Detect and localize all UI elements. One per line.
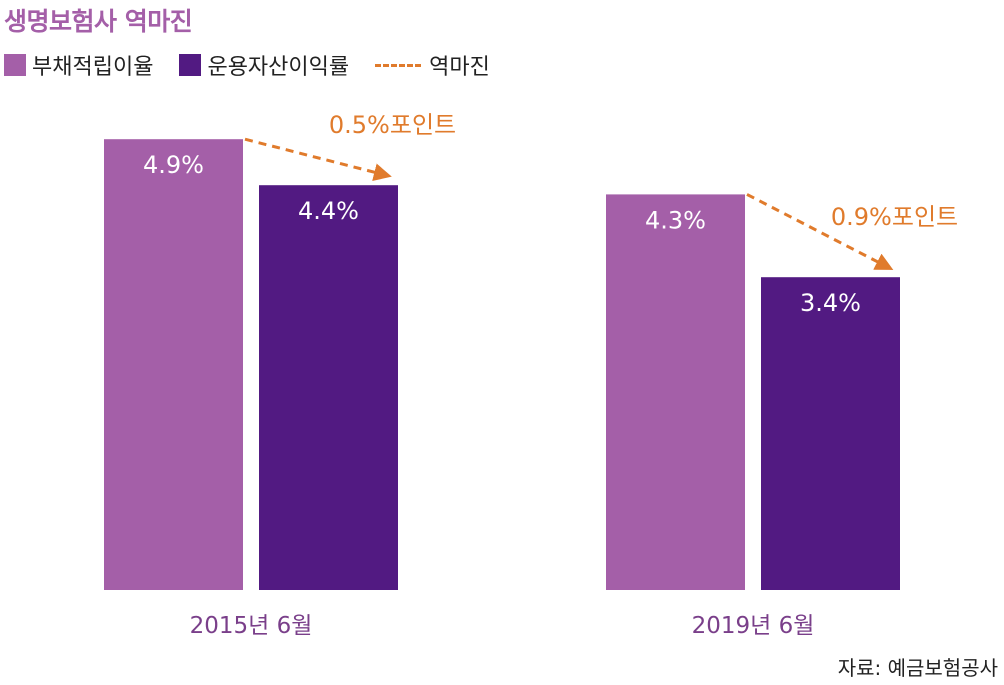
negative-margin-arrow-0 (244, 137, 392, 181)
negative-margin-label: 0.9%포인트 (831, 203, 958, 231)
negative-margin-arrow-1 (746, 193, 894, 270)
legend: 부채적립이율 운용자산이익률 역마진 (4, 50, 516, 80)
legend-label-asset-yield: 운용자산이익률 (207, 55, 350, 80)
legend-label-negative-margin: 역마진 (429, 55, 490, 80)
bar-asset-yield-1 (761, 277, 900, 590)
legend-item-asset-yield: 운용자산이익률 (179, 49, 349, 81)
legend-label-liability-rate: 부채적립이율 (32, 55, 154, 80)
bar-liability-rate-1 (606, 194, 745, 590)
x-tick-label: 2015년 6월 (190, 613, 313, 639)
chart-title: 생명보험사 역마진 (4, 7, 193, 36)
legend-item-negative-margin: 역마진 (375, 49, 490, 81)
bar-liability-rate-0 (104, 139, 243, 590)
legend-swatch-liability-rate (4, 54, 26, 76)
bar-value-label: 3.4% (800, 289, 861, 317)
source-note: 자료: 예금보험공사 (837, 656, 998, 680)
legend-swatch-asset-yield (179, 54, 202, 76)
x-tick-label: 2019년 6월 (692, 613, 815, 639)
bar-value-label: 4.4% (298, 197, 359, 225)
bar-value-label: 4.9% (143, 151, 204, 179)
legend-item-liability-rate: 부채적립이율 (4, 49, 153, 81)
legend-swatch-negative-margin (375, 63, 422, 67)
bar-value-label: 4.3% (645, 206, 706, 234)
bar-asset-yield-0 (259, 185, 398, 590)
negative-margin-label: 0.5%포인트 (329, 111, 456, 139)
